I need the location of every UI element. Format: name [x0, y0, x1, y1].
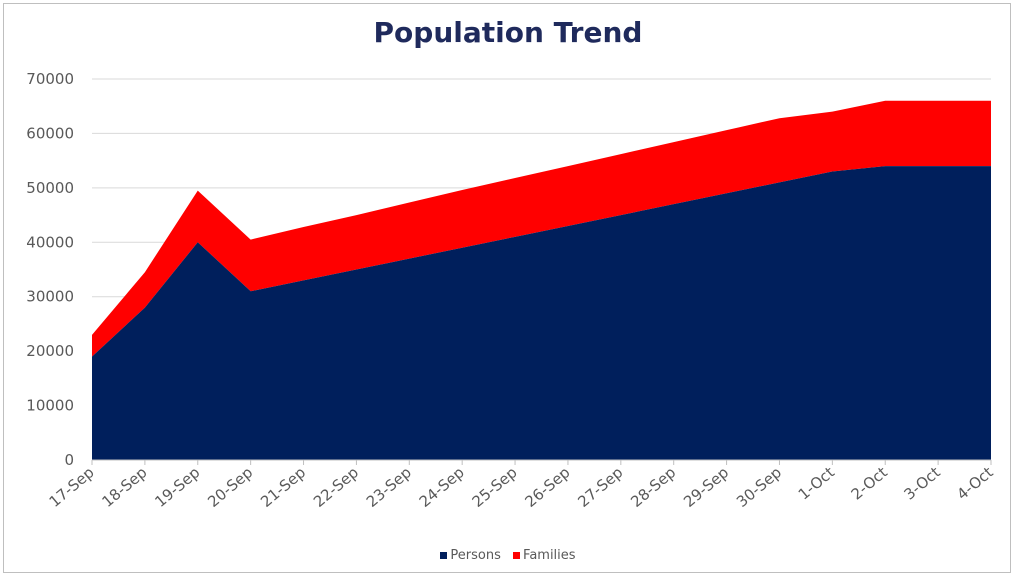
y-tick-label-70000: 70000	[26, 70, 74, 88]
x-tick-label-30-Sep: 30-Sep	[733, 463, 785, 511]
legend-item-families: Families	[513, 548, 576, 563]
y-tick-label-0: 0	[64, 451, 74, 469]
x-tick-label-19-Sep: 19-Sep	[151, 463, 203, 511]
x-tick-label-1-Oct: 1-Oct	[795, 463, 838, 503]
legend-swatch-families	[513, 552, 521, 559]
legend-label-persons: Persons	[450, 548, 501, 563]
chart-legend: Persons Families	[0, 548, 1016, 563]
x-tick-label-22-Sep: 22-Sep	[310, 463, 362, 511]
x-tick-label-3-Oct: 3-Oct	[900, 463, 943, 503]
x-tick-label-18-Sep: 18-Sep	[98, 463, 150, 511]
x-tick-label-25-Sep: 25-Sep	[469, 463, 521, 511]
y-tick-label-10000: 10000	[26, 397, 74, 415]
y-tick-label-40000: 40000	[26, 233, 74, 251]
y-tick-label-50000: 50000	[26, 179, 74, 197]
x-tick-label-24-Sep: 24-Sep	[416, 463, 468, 511]
x-tick-label-17-Sep: 17-Sep	[46, 463, 98, 511]
x-tick-label-27-Sep: 27-Sep	[574, 463, 626, 511]
x-tick-label-21-Sep: 21-Sep	[257, 463, 309, 511]
x-tick-label-2-Oct: 2-Oct	[848, 463, 891, 503]
x-tick-label-20-Sep: 20-Sep	[204, 463, 256, 511]
x-tick-label-23-Sep: 23-Sep	[363, 463, 415, 511]
y-tick-label-30000: 30000	[26, 288, 74, 306]
x-tick-label-4-Oct: 4-Oct	[953, 463, 996, 503]
x-tick-label-28-Sep: 28-Sep	[627, 463, 679, 511]
y-tick-label-60000: 60000	[26, 124, 74, 142]
legend-item-persons: Persons	[440, 548, 501, 563]
y-tick-label-20000: 20000	[26, 342, 74, 360]
x-tick-label-29-Sep: 29-Sep	[680, 463, 732, 511]
x-tick-label-26-Sep: 26-Sep	[522, 463, 574, 511]
area-series-families	[92, 100, 991, 357]
chart-title: Population Trend	[373, 16, 643, 49]
area-series-persons	[92, 166, 991, 461]
legend-swatch-persons	[440, 552, 448, 559]
legend-label-families: Families	[523, 548, 576, 563]
